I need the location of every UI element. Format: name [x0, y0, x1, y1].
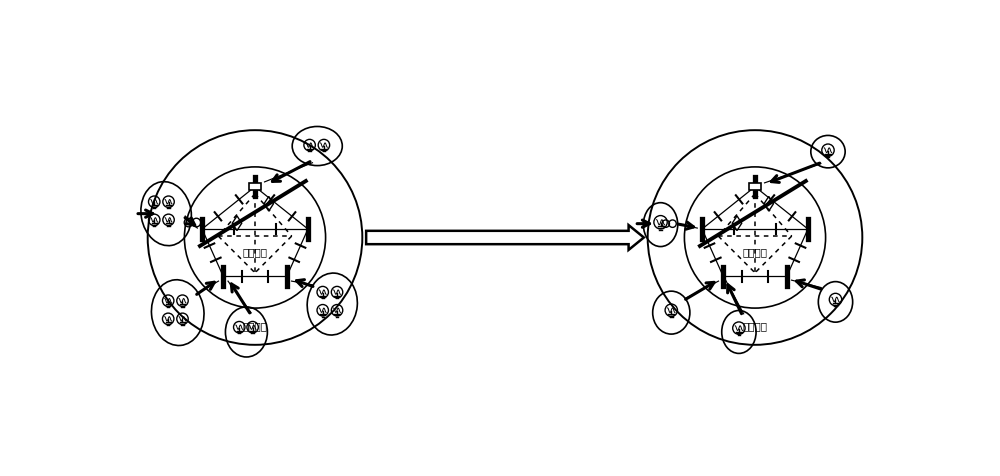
Text: 低压网架: 低压网架	[243, 321, 268, 331]
Text: 主干网架: 主干网架	[743, 247, 768, 257]
FancyBboxPatch shape	[249, 183, 261, 191]
Text: 低压网架: 低压网架	[743, 321, 768, 331]
Text: 主干网架: 主干网架	[243, 247, 268, 257]
FancyBboxPatch shape	[749, 183, 761, 191]
FancyArrow shape	[366, 226, 644, 250]
